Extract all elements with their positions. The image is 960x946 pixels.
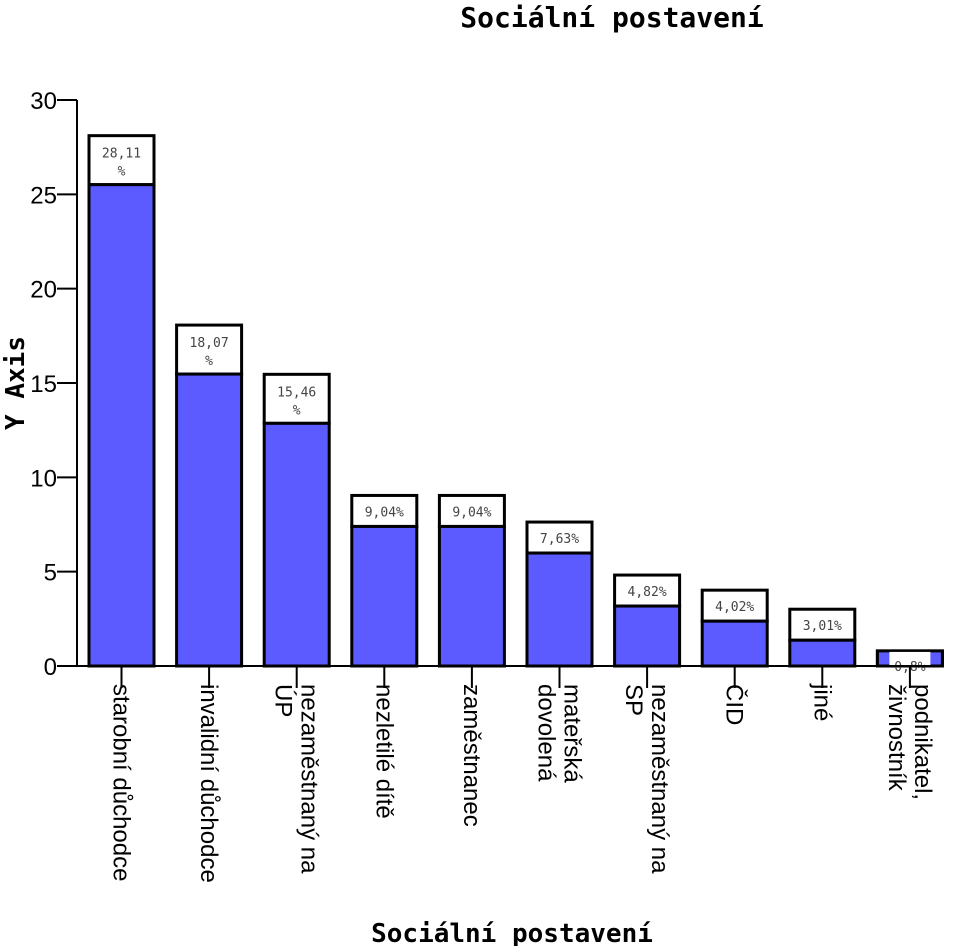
y-axis-title: Y Axis	[1, 336, 31, 430]
data-label: 4,02%	[715, 600, 754, 615]
category-label: invalidní důchodce	[195, 684, 222, 883]
category-label-line: jiné	[808, 683, 835, 721]
y-tick-label: 15	[30, 371, 57, 398]
data-label-box	[525, 520, 594, 555]
data-label: 4,82%	[628, 585, 667, 600]
category-label-line: živnostník	[883, 684, 910, 792]
category-label-line: mateřská	[559, 684, 586, 783]
category-label-line: starobní důchodce	[108, 684, 135, 881]
data-label-inner	[889, 651, 931, 665]
data-label: %	[293, 403, 301, 418]
category-label: zaměstnanec	[458, 684, 485, 827]
category-label: nezletilé dítě	[370, 684, 397, 819]
category-label-line: podnikatel,	[909, 684, 936, 800]
data-label: 7,63%	[540, 532, 579, 547]
data-label-box	[262, 372, 331, 425]
category-label-line: SP	[620, 684, 647, 716]
y-tick-label: 0	[44, 654, 57, 681]
category-label-line: zaměstnanec	[458, 684, 485, 827]
bar	[350, 524, 419, 668]
data-label: 28,11	[102, 147, 141, 162]
category-label: jiné	[808, 683, 835, 721]
data-label: 15,46	[277, 385, 316, 400]
y-tick-label: 10	[30, 465, 57, 492]
category-label-line: dovolená	[533, 684, 560, 782]
data-label: %	[205, 354, 213, 369]
bar	[700, 619, 769, 668]
bar	[613, 604, 682, 668]
category-label-line: ČID	[721, 684, 749, 725]
data-label-box	[437, 493, 506, 528]
y-tick-label: 5	[44, 560, 57, 587]
bar	[175, 372, 244, 668]
y-tick-label: 25	[30, 182, 57, 209]
data-label: 9,04%	[365, 505, 404, 520]
category-label-line: nezaměstnaný na	[646, 684, 673, 874]
category-label: ČID	[721, 684, 749, 725]
data-label-box	[700, 588, 769, 623]
data-label: 3,01%	[803, 619, 842, 634]
y-tick-label: 20	[30, 277, 57, 304]
y-tick-label: 30	[30, 88, 57, 115]
data-label: 9,04%	[452, 505, 491, 520]
data-label: 18,07	[190, 336, 229, 351]
category-label-line: nezaměstnaný na	[296, 684, 323, 874]
bar	[437, 524, 506, 668]
category-label: podnikatel,živnostník	[883, 684, 936, 800]
category-label-line: ÚP	[270, 684, 297, 717]
bar	[525, 551, 594, 668]
data-label-box	[613, 573, 682, 608]
bar	[87, 183, 156, 668]
bar	[262, 421, 331, 668]
bar	[788, 638, 857, 668]
category-label: starobní důchodce	[108, 684, 135, 881]
data-label: %	[118, 165, 126, 180]
category-label-line: nezletilé dítě	[370, 684, 397, 819]
category-label-line: invalidní důchodce	[195, 684, 222, 883]
chart-title: Sociální postavení	[460, 1, 763, 34]
x-axis-title: Sociální postavení	[371, 919, 653, 946]
data-label-box	[175, 323, 244, 376]
